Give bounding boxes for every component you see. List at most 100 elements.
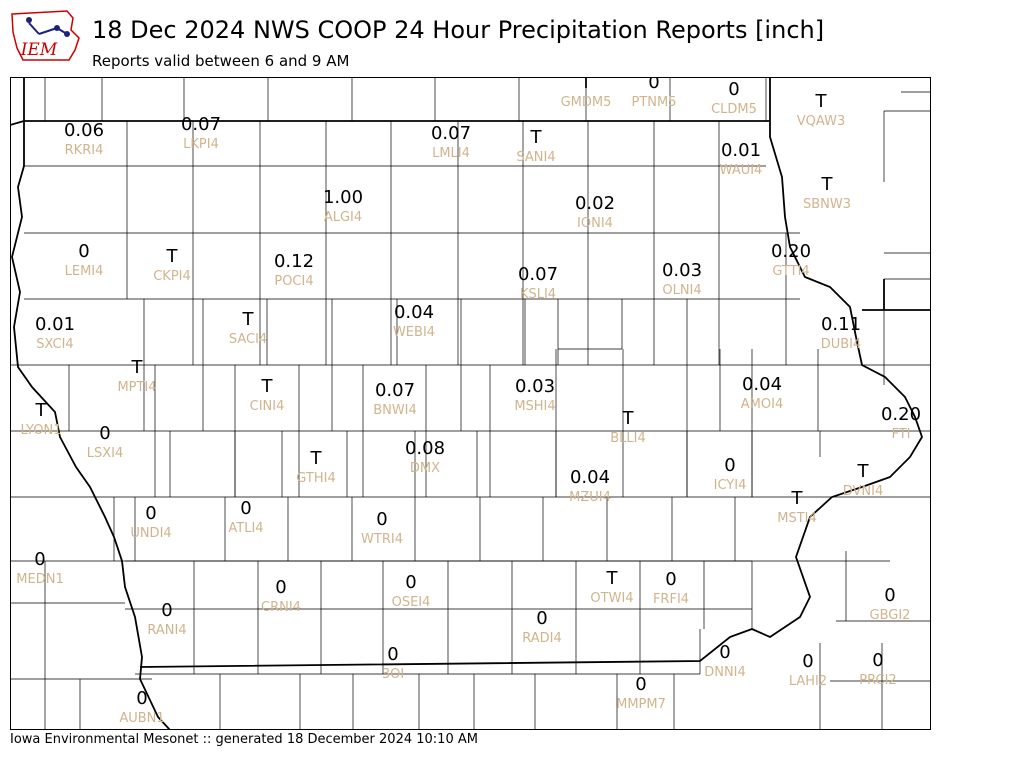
station-dubi4: 0.11 DUBI4 <box>821 314 862 352</box>
station-id: LMLI4 <box>432 146 470 161</box>
precip-value: 0 <box>872 650 883 671</box>
station-waui4: 0.01 WAUI4 <box>720 140 763 178</box>
station-dvni4: T DVNI4 <box>843 461 884 499</box>
precip-value: T <box>261 376 274 397</box>
station-rkri4: 0.06 RKRI4 <box>64 120 104 158</box>
station-sani4: T SANI4 <box>516 127 555 165</box>
station-id: KSLI4 <box>520 287 556 302</box>
station-id: POCI4 <box>274 274 313 289</box>
station-gthi4: T GTHI4 <box>296 448 335 486</box>
precip-value: 0.20 <box>771 241 811 262</box>
station-id: MPTI4 <box>117 380 156 395</box>
station-id: RKRI4 <box>65 143 104 158</box>
station-mpti4: T MPTI4 <box>117 357 156 395</box>
station-saci4: T SACI4 <box>229 309 267 347</box>
precip-value: 0 <box>648 77 659 93</box>
station-aubn1: 0 AUBN1 <box>119 688 164 726</box>
station-id: FTI <box>891 427 910 442</box>
precip-value: 0.07 <box>375 380 415 401</box>
precip-value: 0.06 <box>64 120 104 141</box>
station-lemi4: 0 LEMI4 <box>65 241 104 279</box>
precip-value: T <box>242 309 255 330</box>
station-id: PRCI2 <box>859 673 896 688</box>
footer-credit: Iowa Environmental Mesonet :: generated … <box>10 732 478 747</box>
station-olni4: 0.03 OLNI4 <box>662 260 702 298</box>
precip-value: 0.11 <box>821 314 861 335</box>
precip-value: T <box>166 246 179 267</box>
station-mshi4: 0.03 MSHI4 <box>514 376 555 414</box>
station-id: BNWI4 <box>373 403 417 418</box>
station-id: AUBN1 <box>119 711 164 726</box>
station-id: ATLI4 <box>228 521 263 536</box>
precip-value: 0.02 <box>575 193 615 214</box>
precip-value: 0.07 <box>181 114 221 135</box>
station-id: CLDM5 <box>711 102 757 117</box>
station-id: WTRI4 <box>361 532 403 547</box>
station-id: PTNM5 <box>632 95 677 110</box>
station-dmx: 0.08 DMX <box>405 438 445 476</box>
station-id: LKPI4 <box>183 137 219 152</box>
station-webi4: 0.04 WEBI4 <box>393 302 435 340</box>
precip-value: 0.08 <box>405 438 445 459</box>
station-id: ALGI4 <box>324 210 362 225</box>
station-id: OSEI4 <box>392 595 431 610</box>
station-wtri4: 0 WTRI4 <box>361 509 403 547</box>
precip-value: 0.04 <box>570 467 610 488</box>
station-id: AMOI4 <box>741 397 783 412</box>
station-lmli4: 0.07 LMLI4 <box>431 123 471 161</box>
precip-value: 0 <box>724 455 735 476</box>
station-blli4: T BLLI4 <box>610 408 646 446</box>
station-mzui4: 0.04 MZUI4 <box>569 467 611 505</box>
station-id: LYON1 <box>21 423 62 438</box>
precip-value: 0.20 <box>881 404 921 425</box>
station-id: RANI4 <box>147 623 186 638</box>
station-fti: 0.20 FTI <box>881 404 921 442</box>
station-id: RADI4 <box>522 631 562 646</box>
precip-value: T <box>606 568 619 589</box>
station-id: GMDM5 <box>561 95 612 110</box>
station-undi4: 0 UNDI4 <box>130 503 171 541</box>
station-cldm5: 0 CLDM5 <box>711 79 757 117</box>
station-id: MMPM7 <box>616 697 666 712</box>
station-id: SXCI4 <box>36 337 73 352</box>
station-cini4: T CINI4 <box>250 376 285 414</box>
station-id: SBNW3 <box>803 197 851 212</box>
station-amoi4: 0.04 AMOI4 <box>741 374 783 412</box>
station-gtti4: 0.20 GTTI4 <box>771 241 811 279</box>
precip-value: T <box>622 408 635 429</box>
station-radi4: 0 RADI4 <box>522 608 562 646</box>
station-dnni4: 0 DNNI4 <box>704 642 746 680</box>
precip-value: 0.04 <box>742 374 782 395</box>
station-gbgi2: 0 GBGI2 <box>870 585 911 623</box>
station-frfi4: 0 FRFI4 <box>653 569 689 607</box>
precip-value: T <box>821 174 834 195</box>
station-id: DMX <box>410 461 440 476</box>
station-id: CKPI4 <box>153 269 191 284</box>
station-ioni4: 0.02 IONI4 <box>575 193 615 231</box>
precip-value: 0 <box>145 503 156 524</box>
precip-value: T <box>530 127 543 148</box>
station-id: GTTI4 <box>772 264 809 279</box>
precip-value: T <box>580 77 593 93</box>
precip-value: T <box>791 488 804 509</box>
station-lsxi4: 0 LSXI4 <box>87 423 124 461</box>
station-id: BLLI4 <box>610 431 646 446</box>
precip-value: T <box>310 448 323 469</box>
station-id: SANI4 <box>516 150 555 165</box>
precip-value: 0 <box>387 644 398 665</box>
station-id: MZUI4 <box>569 490 611 505</box>
station-ckpi4: T CKPI4 <box>153 246 191 284</box>
precip-value: 0 <box>376 509 387 530</box>
precip-value: 0 <box>802 651 813 672</box>
precip-value: T <box>857 461 870 482</box>
precip-value: 0.01 <box>35 314 75 335</box>
iem-logo: IEM <box>11 10 80 61</box>
station-sxci4: 0.01 SXCI4 <box>35 314 75 352</box>
precip-value: 1.00 <box>323 187 363 208</box>
station-id: GBGI2 <box>870 608 911 623</box>
station-icyi4: 0 ICYI4 <box>714 455 747 493</box>
precipitation-map: T GMDM5 0 PTNM5 0 CLDM5 T VQAW3 0.06 RKRI4 0.07 LKP… <box>10 77 931 730</box>
precip-value: 0 <box>34 549 45 570</box>
station-lkpi4: 0.07 LKPI4 <box>181 114 221 152</box>
station-lyon1: T LYON1 <box>21 400 62 438</box>
